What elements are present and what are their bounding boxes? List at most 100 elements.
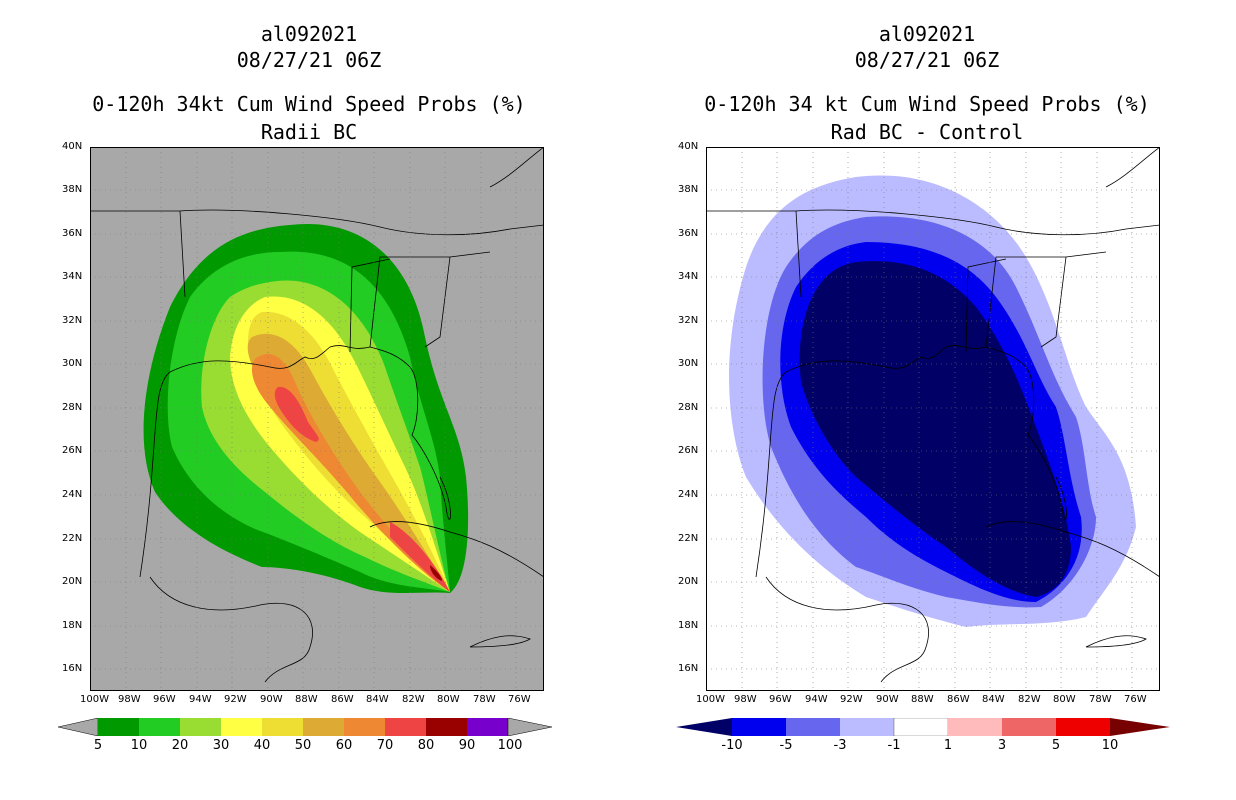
lat-tick: 24N xyxy=(678,489,699,500)
lat-tick: 36N xyxy=(62,228,83,239)
lon-tick: 78W xyxy=(473,694,496,705)
lon-tick: 82W xyxy=(1018,694,1041,705)
colorbar-segment-neg5 xyxy=(732,718,786,736)
lat-tick: 32N xyxy=(62,315,83,326)
lat-tick: 16N xyxy=(678,663,699,674)
lon-tick: 80W xyxy=(437,694,460,705)
lat-tick: 16N xyxy=(62,663,83,674)
lat-tick: 22N xyxy=(62,533,83,544)
lon-tick: 98W xyxy=(734,694,757,705)
lon-tick: 100W xyxy=(80,694,109,705)
lat-tick: 36N xyxy=(678,228,699,239)
lon-tick: 96W xyxy=(769,694,792,705)
colorbar-segment-90 xyxy=(467,718,508,736)
colorbar-label: 1 xyxy=(943,738,953,753)
colorbar-label: 70 xyxy=(376,738,394,753)
colorbar-over-arrow xyxy=(507,718,553,736)
lon-tick: 88W xyxy=(911,694,934,705)
left-coastlines xyxy=(90,147,544,683)
colorbar-label: 50 xyxy=(294,738,312,753)
colorbar-segment-50 xyxy=(303,718,344,736)
left-panel: al092021 08/27/21 06Z 0-120h 34kt Cum Wi… xyxy=(58,22,553,753)
lon-tick: 92W xyxy=(840,694,863,705)
lon-tick: 76W xyxy=(1124,694,1147,705)
lon-tick: 98W xyxy=(118,694,141,705)
colorbar-label: 40 xyxy=(253,738,271,753)
lat-tick: 22N xyxy=(678,533,699,544)
lon-tick: 94W xyxy=(805,694,828,705)
right-datetime: 08/27/21 06Z xyxy=(854,48,1000,72)
colorbar-segment-20 xyxy=(180,718,221,736)
lat-tick: 26N xyxy=(678,445,699,456)
colorbar-label: 90 xyxy=(458,738,476,753)
colorbar-segment-5 xyxy=(98,718,139,736)
lon-tick: 80W xyxy=(1053,694,1076,705)
colorbar-segment-80 xyxy=(426,718,467,736)
colorbar-segment-pos3 xyxy=(1002,718,1056,736)
lat-tick: 30N xyxy=(62,358,83,369)
colorbar-label: 80 xyxy=(417,738,435,753)
left-lon-grid xyxy=(125,147,517,691)
lon-tick: 100W xyxy=(696,694,725,705)
colorbar-segment-40 xyxy=(262,718,303,736)
lat-tick: 38N xyxy=(62,184,83,195)
lon-tick: 92W xyxy=(224,694,247,705)
colorbar-label: -5 xyxy=(779,738,793,753)
lon-tick: 94W xyxy=(189,694,212,705)
colorbar-label: 30 xyxy=(212,738,230,753)
colorbar-label: -1 xyxy=(887,738,901,753)
colorbar-under-arrow xyxy=(58,718,99,736)
colorbar-under-arrow xyxy=(676,718,732,736)
lat-tick: 34N xyxy=(62,271,83,282)
left-storm-id: al092021 xyxy=(260,22,358,46)
lon-tick: 96W xyxy=(153,694,176,705)
lon-tick: 86W xyxy=(331,694,354,705)
lon-tick: 90W xyxy=(876,694,899,705)
colorbar-label: 5 xyxy=(93,738,103,753)
left-probability-map xyxy=(90,147,544,691)
lon-tick: 84W xyxy=(982,694,1005,705)
colorbar-label: 60 xyxy=(335,738,353,753)
colorbar-over-arrow xyxy=(1110,718,1170,736)
colorbar-segment-pos5 xyxy=(1056,718,1110,736)
right-lat-grid xyxy=(706,189,1160,670)
prob-70-contour xyxy=(274,386,319,442)
colorbar-label: 10 xyxy=(1101,738,1119,753)
colorbar-label: -10 xyxy=(721,738,743,753)
left-datetime: 08/27/21 06Z xyxy=(236,48,382,72)
right-storm-id: al092021 xyxy=(878,22,976,46)
lat-tick: 28N xyxy=(62,402,83,413)
prob-80-contour xyxy=(430,565,442,581)
right-subtitle: Rad BC - Control xyxy=(830,120,1024,144)
lat-tick: 24N xyxy=(62,489,83,500)
lat-tick: 34N xyxy=(678,271,699,282)
right-coastlines xyxy=(706,147,1160,683)
lon-tick: 78W xyxy=(1089,694,1112,705)
colorbar-label: 3 xyxy=(997,738,1007,753)
lon-tick: 76W xyxy=(508,694,531,705)
colorbar-label: 10 xyxy=(130,738,148,753)
lat-tick: 32N xyxy=(678,315,699,326)
lat-tick: 28N xyxy=(678,402,699,413)
lat-tick: 40N xyxy=(62,141,83,152)
lon-tick: 90W xyxy=(260,694,283,705)
lat-tick: 20N xyxy=(678,576,699,587)
colorbar-segment-30 xyxy=(221,718,262,736)
left-title: 0-120h 34kt Cum Wind Speed Probs (%) xyxy=(92,92,526,116)
left-colorbar xyxy=(58,718,553,736)
lat-tick: 20N xyxy=(62,576,83,587)
lat-tick: 40N xyxy=(678,141,699,152)
colorbar-label: 5 xyxy=(1051,738,1061,753)
right-panel: al092021 08/27/21 06Z 0-120h 34 kt Cum W… xyxy=(618,0,1236,800)
lat-tick: 26N xyxy=(62,445,83,456)
colorbar-segment-neg3 xyxy=(786,718,840,736)
lon-tick: 84W xyxy=(366,694,389,705)
right-map-frame xyxy=(706,147,1160,691)
colorbar-segment-neg1 xyxy=(840,718,894,736)
colorbar-segment-pos1 xyxy=(948,718,1002,736)
colorbar-segment-10 xyxy=(139,718,180,736)
lat-tick: 38N xyxy=(678,184,699,195)
lat-tick: 18N xyxy=(678,620,699,631)
colorbar-label: 100 xyxy=(497,738,523,753)
lon-tick: 88W xyxy=(295,694,318,705)
